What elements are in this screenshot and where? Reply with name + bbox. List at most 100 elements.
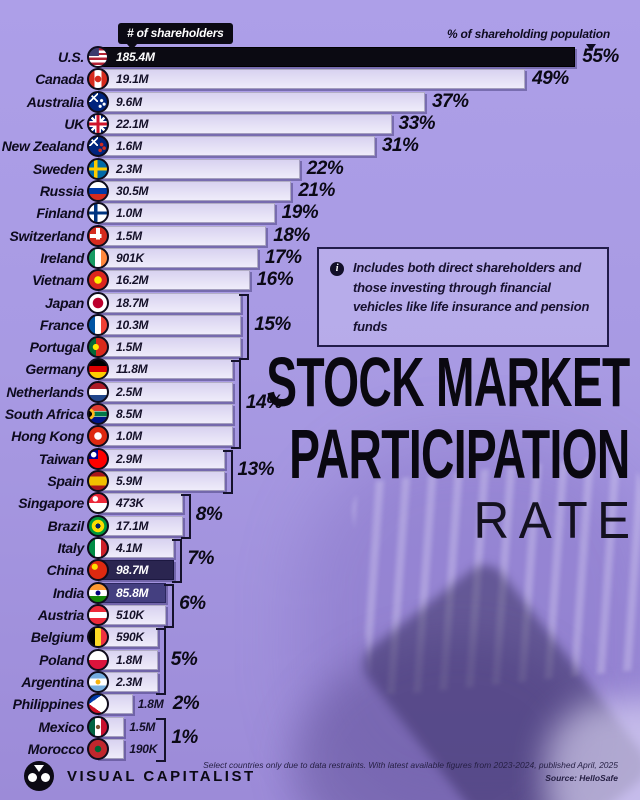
country-label: South Africa: [4, 406, 84, 423]
shareholder-count: 22.1M: [116, 116, 149, 131]
shareholder-count: 2.3M: [116, 674, 142, 689]
note-text: Includes both direct shareholders and th…: [353, 260, 590, 334]
group-bracket: [155, 628, 166, 695]
country-label: Singapore: [18, 495, 84, 512]
country-label: Ireland: [40, 249, 84, 266]
shareholder-count: 1.6M: [116, 139, 142, 154]
shareholder-count: 1.8M: [137, 697, 164, 712]
note-box: i Includes both direct shareholders and …: [317, 247, 609, 347]
bar: [96, 69, 526, 90]
country-label: Japan: [45, 294, 84, 311]
flag-in-icon: [87, 581, 109, 604]
visual-capitalist-logo-icon: [24, 761, 54, 791]
country-label: New Zealand: [1, 138, 85, 155]
group-percent-label: 8%: [195, 503, 223, 525]
info-icon: i: [330, 262, 344, 276]
percent-label: 31%: [381, 135, 419, 157]
country-label: Hong Kong: [11, 428, 84, 445]
flag-cn-icon: [87, 559, 109, 582]
flag-at-icon: [87, 604, 109, 626]
flag-fi-icon: [87, 202, 109, 225]
flag-fr-icon: [87, 313, 109, 336]
shareholder-count: 2.3M: [116, 161, 142, 176]
shareholder-count: 30.5M: [116, 183, 149, 198]
shareholder-count: 1.0M: [116, 206, 142, 221]
flag-ru-icon: [87, 179, 109, 202]
country-label: Brazil: [47, 517, 85, 534]
shareholder-count: 11.8M: [116, 362, 148, 377]
group-percent-label: 5%: [170, 648, 198, 670]
percent-label: 49%: [532, 68, 569, 90]
percent-label: 2%: [172, 693, 200, 715]
flag-ch-icon: [87, 224, 109, 247]
shareholder-count: 510K: [116, 608, 144, 622]
flag-it-icon: [87, 537, 109, 560]
shareholder-count: 85.8M: [116, 585, 149, 600]
group-percent-label: 7%: [187, 548, 214, 570]
shareholder-count: 590K: [116, 630, 144, 645]
flag-de-icon: [87, 358, 109, 381]
flag-ie-icon: [87, 246, 109, 269]
country-label: Poland: [39, 651, 84, 668]
shareholder-count: 98.7M: [116, 563, 149, 578]
country-label: Sweden: [32, 160, 84, 177]
flag-vn-icon: [87, 269, 109, 292]
flag-es-icon: [87, 470, 109, 493]
shareholder-count: 4.1M: [116, 541, 142, 556]
percent-label: 18%: [273, 224, 310, 246]
group-bracket: [156, 717, 167, 762]
country-label: Canada: [35, 71, 84, 88]
country-label: Vietnam: [32, 272, 84, 289]
country-label: Philippines: [12, 696, 85, 713]
percent-label: 16%: [256, 269, 294, 291]
shareholder-count: 901K: [116, 250, 144, 265]
country-label: France: [39, 316, 84, 333]
flag-ar-icon: [87, 670, 109, 693]
flag-uk-icon: [87, 112, 109, 135]
country-label: Switzerland: [9, 227, 85, 244]
flag-ph-icon: [87, 693, 109, 716]
country-label: Italy: [57, 540, 84, 557]
group-bracket: [222, 449, 233, 495]
group-bracket: [172, 539, 183, 584]
country-label: Argentina: [21, 673, 84, 690]
shareholder-count: 1.5M: [116, 340, 142, 355]
shareholder-count: 185.4M: [116, 50, 155, 64]
group-bracket: [180, 494, 191, 539]
group-percent-label: 6%: [179, 592, 206, 614]
country-label: Spain: [47, 473, 84, 490]
country-label: Belgium: [30, 629, 84, 646]
shareholder-count: 473K: [116, 496, 144, 511]
credits: Select countries only due to data restra…: [203, 759, 618, 785]
group-bracket: [164, 583, 175, 628]
percent-label: 55%: [582, 46, 619, 67]
percent-label: 33%: [398, 112, 436, 134]
group-percent-label: 1%: [171, 726, 198, 748]
country-label: Morocco: [27, 740, 85, 757]
shareholder-count: 1.5M: [129, 719, 156, 734]
country-label: U.S.: [57, 49, 84, 65]
shareholder-count: 16.2M: [116, 273, 149, 288]
flag-nl-icon: [87, 380, 109, 403]
percent-label: 19%: [281, 202, 319, 224]
brand-name: VISUAL CAPITALIST: [67, 767, 256, 785]
shareholder-count: 19.1M: [116, 72, 149, 87]
flag-tw-icon: [87, 447, 109, 470]
shareholder-count: 2.9M: [116, 451, 142, 466]
flag-br-icon: [87, 514, 109, 537]
title-line-3: RATE: [473, 492, 640, 550]
group-percent-label: 13%: [237, 458, 275, 480]
flag-ma-icon: [87, 737, 109, 760]
country-label: Netherlands: [6, 383, 84, 400]
country-label: UK: [64, 115, 84, 132]
country-label: Portugal: [29, 339, 85, 356]
population-legend-label: % of shareholding population: [446, 27, 610, 41]
shareholder-count: 1.5M: [116, 228, 142, 243]
group-bracket: [239, 293, 250, 361]
flag-pt-icon: [87, 336, 109, 359]
flag-be-icon: [87, 626, 109, 649]
flag-ca-icon: [87, 68, 109, 91]
